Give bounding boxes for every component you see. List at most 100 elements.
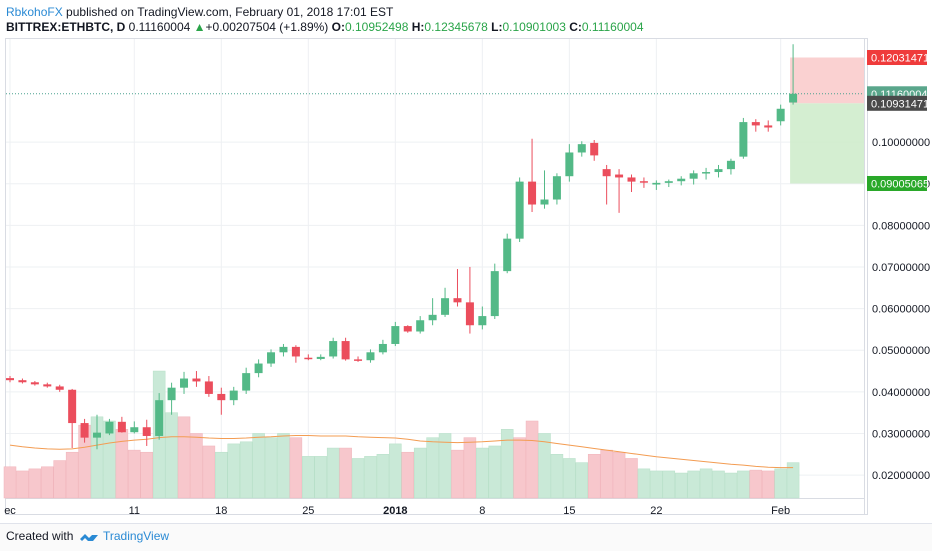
volume-bar (28, 468, 42, 499)
volume-bar (625, 458, 638, 499)
candle-body (130, 427, 139, 433)
volume-bar (140, 451, 153, 499)
candle-down (528, 138, 537, 213)
candle-up (739, 117, 748, 159)
candle-up (577, 141, 586, 157)
candle-body (242, 373, 251, 391)
candle-down (142, 419, 151, 446)
volume-bar (277, 433, 290, 499)
candle-up (416, 316, 425, 334)
price-tick-label: 0.05000000 (872, 345, 930, 357)
candle-up (391, 321, 400, 347)
candle-body (739, 122, 748, 157)
volume-bar (339, 447, 352, 499)
volume-bar (774, 468, 787, 499)
candle-body (789, 93, 798, 103)
change-value: +0.00207504 (+1.89%) (205, 20, 329, 34)
candle-up (565, 144, 574, 182)
candle-body (316, 356, 325, 359)
candle-up (130, 421, 139, 434)
candle-up (776, 104, 785, 126)
candle-down (627, 174, 636, 193)
candle-up (329, 337, 338, 359)
candle-body (55, 386, 64, 390)
candle-body (652, 182, 661, 185)
high-label: H: (411, 20, 425, 34)
candle-up (702, 167, 711, 180)
time-tick-label: ec (4, 505, 16, 517)
candle-body (639, 181, 648, 183)
candle-down (465, 266, 474, 334)
candlesticks (6, 44, 798, 450)
candle-up (316, 354, 325, 361)
volume-bar (426, 437, 439, 499)
candle-body (304, 357, 313, 360)
close-label: C: (569, 20, 582, 34)
candle-up (478, 306, 487, 330)
volume-bar (165, 412, 178, 499)
target-price-badge (867, 175, 927, 191)
volume-bar (53, 460, 66, 499)
volume-bar (451, 449, 464, 499)
candle-body (279, 346, 288, 353)
price-tick-label: 0.08000000 (872, 220, 930, 232)
volume-bar (612, 451, 626, 499)
last-price: 0.11160004 (128, 20, 191, 34)
volume-bar (413, 447, 427, 499)
candle-body (528, 181, 537, 205)
candle-body (615, 174, 624, 178)
candle-up (677, 176, 686, 186)
candle-up (254, 359, 263, 378)
candle-body (702, 172, 711, 174)
volume-bar (376, 454, 390, 499)
candle-body (714, 169, 723, 173)
volume-bar (662, 470, 676, 499)
candle-body (291, 346, 300, 357)
candle-up (267, 349, 276, 367)
time-tick-label: 25 (302, 505, 314, 517)
candle-body (441, 298, 450, 315)
candle-body (180, 378, 189, 388)
tradingview-logo-icon[interactable] (79, 531, 99, 543)
volume-bars (3, 370, 800, 499)
candle-body (403, 326, 412, 332)
candle-body (590, 142, 599, 156)
tradingview-link[interactable]: TradingView (103, 529, 170, 543)
candle-down (590, 139, 599, 161)
candle-down (80, 418, 89, 443)
volume-bar (674, 472, 688, 499)
candle-up (652, 180, 661, 190)
volume-bar (115, 429, 129, 499)
candle-up (428, 298, 437, 326)
author-link[interactable]: RbkohoFX (6, 5, 63, 19)
price-chart[interactable]: 0.02000000 0.03000000 0.04000000 0.05000000… (0, 0, 932, 523)
candle-body (764, 125, 773, 128)
volume-bar (488, 445, 502, 499)
change-arrow-icon: ▲ (193, 20, 206, 34)
price-tick-label: 0.02000000 (872, 470, 930, 482)
volume-bar (699, 468, 713, 499)
candle-up (515, 177, 524, 242)
volume-bar (3, 466, 17, 499)
candle-up (105, 418, 114, 436)
candle-body (677, 178, 686, 182)
candle-body (602, 169, 611, 177)
stop-loss-zone (790, 57, 864, 104)
candle-body (726, 160, 735, 170)
candle-up (167, 382, 176, 415)
take-profit-zone (790, 103, 864, 184)
candle-up (279, 343, 288, 357)
symbol-label[interactable]: BITTREX:ETHBTC, D (6, 20, 126, 34)
low-value: 0.10901003 (502, 20, 566, 34)
candle-body (664, 181, 673, 183)
candle-up (366, 349, 375, 363)
price-tick-label: 0.03000000 (872, 428, 930, 440)
volume-bar (761, 470, 775, 499)
volume-bar (252, 433, 265, 499)
candle-down (602, 164, 611, 205)
volume-bar (525, 420, 539, 499)
candle-body (776, 108, 785, 122)
candle-body (515, 181, 524, 239)
volume-bar (438, 433, 452, 499)
time-axis[interactable]: ec 11 18 25 2018 8 15 22 Feb (4, 505, 790, 517)
